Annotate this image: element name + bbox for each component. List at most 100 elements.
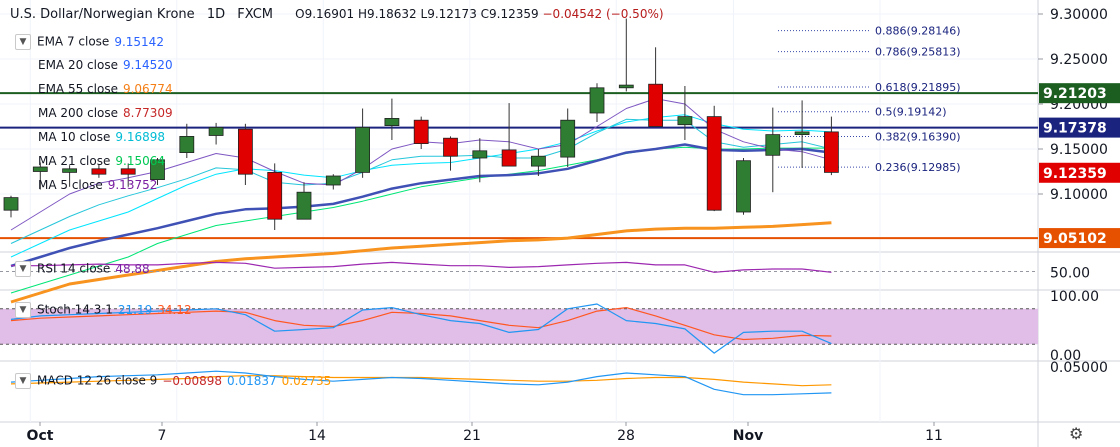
price-label-box (1039, 228, 1120, 249)
legend-row[interactable]: MA 10 close 9.16898 (38, 130, 165, 144)
legend-value: 9.15142 (114, 34, 164, 49)
legend-label: MA 21 close (38, 154, 111, 168)
legend-row[interactable]: MA 5 close 9.13752 (38, 178, 157, 192)
ma10-line (10, 114, 832, 258)
stoch-k-value: 21.19 (117, 302, 153, 317)
candle-body (179, 135, 195, 153)
macd-line (10, 370, 832, 396)
macd-signal-value: 0.02735 (281, 373, 332, 388)
legend-label: EMA 7 close (37, 34, 110, 49)
low-value: L9.12173 (420, 7, 477, 21)
legend-label: EMA 55 close (38, 82, 118, 96)
candle-body (560, 119, 576, 158)
rsi-label: RSI 14 close (37, 261, 111, 276)
candle-body (32, 166, 48, 172)
macd-signal-line (10, 375, 832, 387)
high-value: H9.18632 (358, 7, 417, 21)
candle-body (120, 168, 136, 175)
candle-body (706, 116, 722, 211)
rsi-legend[interactable]: ▼ RSI 14 close 48.88 (15, 261, 150, 277)
candle-body (355, 127, 371, 173)
settings-gear-icon[interactable]: ⚙ (1069, 424, 1084, 443)
price-label-text: 9.17378 (1043, 121, 1107, 137)
candle-body (472, 150, 488, 159)
candle-body (824, 131, 839, 173)
legend-label: EMA 20 close (38, 58, 118, 72)
legend-value: 9.13752 (107, 178, 158, 192)
fib-level-label: 0.5(9.19142) (875, 106, 947, 119)
x-tick-label: Oct (27, 428, 54, 444)
candle-body (618, 84, 634, 89)
macd-legend[interactable]: ▼ MACD 12 26 close 9 −0.00898 0.01837 0.0273… (15, 373, 331, 389)
x-tick-label: 28 (617, 428, 635, 444)
legend-row[interactable]: EMA 20 close 9.14520 (38, 58, 173, 72)
legend-row[interactable]: ▼ EMA 7 close 9.15142 (15, 34, 164, 50)
price-label-text: 9.21203 (1043, 86, 1107, 102)
candle-body (531, 155, 546, 167)
rsi-value: 48.88 (115, 261, 150, 276)
fib-level-label: 0.886(9.28146) (875, 25, 961, 38)
legend-row[interactable]: MA 200 close 8.77309 (38, 106, 173, 120)
candle-body (237, 128, 253, 175)
rsi-line (11, 261, 832, 273)
macd-value: 0.01837 (227, 373, 277, 388)
price-label-box (1039, 83, 1120, 104)
legend-value: 9.16898 (115, 130, 165, 144)
stoch-d-value: 34.12 (157, 302, 192, 317)
x-tick-label: Nov (733, 428, 763, 444)
x-tick-label: 21 (463, 428, 481, 444)
stoch-k-line (10, 303, 832, 354)
macd-label: MACD 12 26 close 9 (37, 373, 158, 388)
candle-body (325, 175, 341, 186)
collapse-arrow-icon[interactable]: ▼ (15, 373, 31, 389)
candle-body (501, 149, 517, 167)
stoch-label: Stoch 14 3 1 (37, 302, 113, 317)
candle-body (208, 127, 224, 136)
legend-row[interactable]: EMA 55 close 9.06774 (38, 82, 173, 96)
open-value: O9.16901 (295, 7, 355, 21)
macd-hist-value: −0.00898 (162, 373, 222, 388)
x-tick-label: 11 (925, 428, 943, 444)
collapse-arrow-icon[interactable]: ▼ (15, 302, 31, 318)
candle-body (794, 131, 810, 135)
candle-body (150, 159, 165, 181)
legend-label: MA 200 close (38, 106, 119, 120)
fib-level-label: 0.618(9.21895) (875, 81, 961, 94)
stoch-d-line (10, 307, 832, 341)
candle-body (443, 137, 458, 157)
x-tick-label: 7 (158, 428, 167, 444)
candle-body (589, 87, 605, 114)
candle-body (413, 119, 429, 144)
fib-level-label: 0.786(9.25813) (875, 46, 961, 59)
ema7-line (10, 118, 832, 244)
interval-label[interactable]: 1D (206, 7, 226, 22)
stoch-tick-label: 0.00 (1050, 348, 1081, 364)
price-label-box (1039, 117, 1120, 138)
ema20-line (10, 143, 832, 268)
symbol-name: U.S. Dollar/Norwegian Krone (10, 7, 195, 22)
price-label-box (1039, 162, 1120, 183)
ema55-line (10, 221, 832, 304)
legend-label: MA 5 close (38, 178, 103, 192)
price-label-text: 9.12359 (1043, 166, 1107, 182)
candle-body (384, 118, 400, 127)
stoch-legend[interactable]: ▼ Stoch 14 3 1 21.19 34.12 (15, 302, 192, 318)
ohlc-readout: O9.16901 H9.18632 L9.12173 C9.12359 −0.0… (295, 7, 663, 21)
y-tick-label: 9.15000 (1050, 142, 1108, 158)
y-tick-label: 9.10000 (1050, 187, 1108, 203)
legend-value: 9.06774 (122, 82, 173, 96)
x-tick-label: 14 (308, 428, 326, 444)
collapse-arrow-icon[interactable]: ▼ (15, 34, 31, 50)
close-value: C9.12359 (480, 7, 539, 21)
ma21-line (10, 146, 832, 294)
candle-body (91, 168, 107, 175)
candle-body (296, 191, 312, 220)
candle-body (3, 197, 19, 211)
legend-row[interactable]: MA 21 close 9.15064 (38, 154, 165, 168)
y-tick-label: 9.25000 (1050, 52, 1108, 68)
collapse-arrow-icon[interactable]: ▼ (15, 261, 31, 277)
chart-header: U.S. Dollar/Norwegian Krone 1D FXCM O9.1… (10, 7, 664, 22)
legend-label: MA 10 close (38, 130, 111, 144)
candle-body (677, 116, 693, 126)
